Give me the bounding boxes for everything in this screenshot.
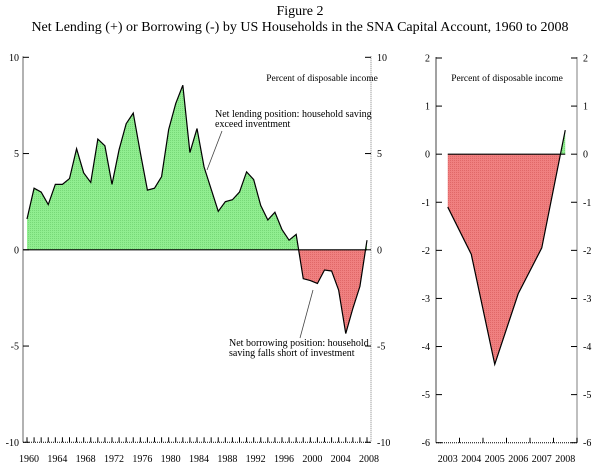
right-xtick-label: 2007 [532, 454, 552, 465]
right-ytick-label-right: -4 [583, 342, 591, 353]
left-ytick-label: 10 [9, 53, 19, 64]
right-ytick-label: -5 [422, 390, 430, 401]
left-ytick-label-right: -5 [377, 342, 385, 353]
right-xtick-label: 2003 [438, 454, 458, 465]
left-ytick-label-right: 0 [377, 245, 382, 256]
figure-title: Net Lending (+) or Borrowing (-) by US H… [31, 20, 568, 35]
left-xtick-label: 1964 [47, 454, 67, 465]
right-xtick-label: 2006 [508, 454, 528, 465]
left-series-line [26, 84, 368, 334]
right-ytick-label-right: -2 [583, 246, 591, 257]
right-ytick-label-right: 1 [583, 102, 588, 113]
annotation-lending-line1: Net lending position: household saving [215, 109, 372, 120]
annotation-borrowing-arrow [299, 289, 314, 339]
right-ytick-label: -2 [422, 246, 430, 257]
right-xtick-label: 2008 [555, 454, 575, 465]
left-xtick-label: 1996 [274, 454, 294, 465]
right-xtick-label: 2005 [485, 454, 505, 465]
right-negative-area [447, 154, 561, 365]
right-xtick-label: 2004 [461, 454, 481, 465]
left-ytick-label-right: 10 [377, 53, 387, 64]
left-unit-label: Percent of disposable income [266, 73, 378, 84]
right-ytick-label: 1 [425, 102, 430, 113]
right-series-line [447, 130, 566, 367]
annotation-lending-arrow [206, 130, 223, 171]
right-ytick-label-right: -6 [583, 438, 591, 449]
right-ytick-label-right: 2 [583, 54, 588, 65]
left-xtick-label: 1992 [246, 454, 266, 465]
right-ytick-label: -3 [422, 294, 430, 305]
right-chart: 2 2 1 1 0 0 -1 -1 -2 -2 -3 -3 -4 -4 -5 -5 -6 -6 2003 2004 20… [422, 54, 592, 466]
left-xtick-label: 1968 [76, 454, 96, 465]
right-ytick-label: -6 [422, 438, 430, 449]
right-ytick-label: 2 [425, 54, 430, 65]
right-unit-label: Percent of disposable income [451, 73, 563, 84]
left-ytick-label-right: -10 [377, 438, 390, 449]
annotation-borrowing-line1: Net borrowing position: household [229, 338, 369, 349]
left-negative-area [298, 249, 366, 334]
annotation-lending: Net lending position: household saving e… [206, 109, 372, 171]
figure-label: Figure 2 [276, 4, 323, 19]
left-xtick-label: 1972 [104, 454, 124, 465]
right-ytick-label-right: -1 [583, 198, 591, 209]
left-ytick-label: 5 [14, 149, 19, 160]
left-xtick-label: 2008 [359, 454, 379, 465]
left-xtick-label: 1976 [132, 454, 152, 465]
left-ytick-label-right: 5 [377, 149, 382, 160]
right-ytick-label-right: -3 [583, 294, 591, 305]
left-xtick-label: 1988 [217, 454, 237, 465]
right-ytick-label-right: 0 [583, 150, 588, 161]
left-positive-area [27, 85, 299, 250]
left-xtick-label: 1980 [161, 454, 181, 465]
annotation-borrowing: Net borrowing position: household saving… [229, 289, 369, 359]
left-xtick-label: 2004 [331, 454, 351, 465]
left-ytick-label: -5 [11, 342, 19, 353]
right-ytick-label: 0 [425, 150, 430, 161]
right-ytick-label: -1 [422, 198, 430, 209]
right-ytick-label: -4 [422, 342, 430, 353]
left-xtick-label: 1960 [19, 454, 39, 465]
left-xtick-label: 1984 [189, 454, 209, 465]
left-ytick-label: 0 [14, 245, 19, 256]
left-area-layer [27, 85, 367, 334]
annotation-borrowing-line2: saving falls short of investment [229, 348, 355, 359]
annotation-lending-line2: exceed inventment [215, 119, 290, 130]
right-ytick-label-right: -5 [583, 390, 591, 401]
right-ticks: 2 2 1 1 0 0 -1 -1 -2 -2 -3 -3 -4 -4 -5 -5 -6 -6 2003 2004 20… [422, 54, 592, 466]
left-ytick-label: -10 [6, 438, 19, 449]
left-xtick-label: 2000 [302, 454, 322, 465]
